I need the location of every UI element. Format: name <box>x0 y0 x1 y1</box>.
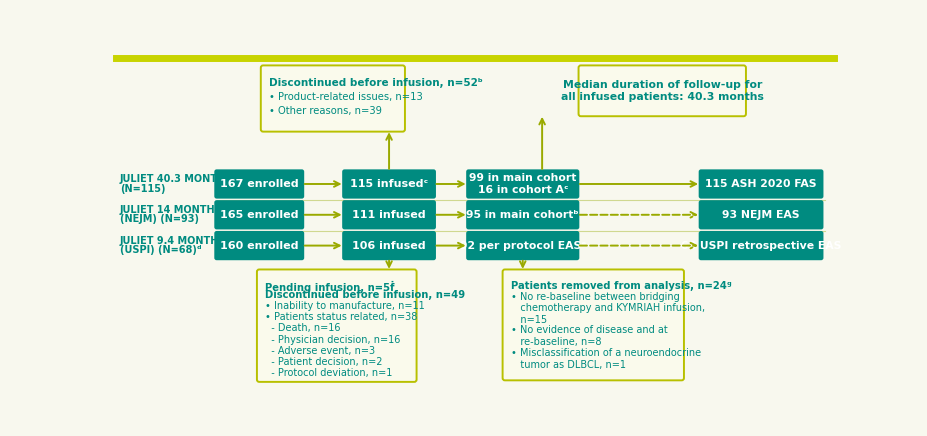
Text: 95 in main cohortᵇ: 95 in main cohortᵇ <box>466 210 579 220</box>
Text: - Death, n=16: - Death, n=16 <box>265 324 341 334</box>
Text: • No re-baseline between bridging
   chemotherapy and KYMRIAH infusion,
   n=15: • No re-baseline between bridging chemot… <box>511 292 705 325</box>
Text: Pending infusion, n=5ḟ: Pending infusion, n=5ḟ <box>265 281 395 293</box>
Text: 99 in main cohort
16 in cohort Aᶜ: 99 in main cohort 16 in cohort Aᶜ <box>469 173 577 195</box>
FancyBboxPatch shape <box>342 200 436 229</box>
Text: 115 infusedᶜ: 115 infusedᶜ <box>350 179 428 189</box>
FancyBboxPatch shape <box>502 269 684 380</box>
Text: 68 USPI retrospective EAS: 68 USPI retrospective EAS <box>680 241 841 251</box>
Text: 167 enrolled: 167 enrolled <box>220 179 298 189</box>
Text: JULIET 40.3 MONTHS: JULIET 40.3 MONTHS <box>120 174 233 184</box>
Text: • No evidence of disease and at
   re-baseline, n=8: • No evidence of disease and at re-basel… <box>511 325 667 347</box>
FancyBboxPatch shape <box>466 231 579 260</box>
Text: 93 ⁠NEJM⁠ EAS: 93 ⁠NEJM⁠ EAS <box>722 210 800 220</box>
FancyBboxPatch shape <box>466 200 579 229</box>
Text: Patients removed from analysis, n=24ᵍ: Patients removed from analysis, n=24ᵍ <box>511 281 732 291</box>
FancyBboxPatch shape <box>342 169 436 199</box>
FancyBboxPatch shape <box>260 65 405 132</box>
FancyBboxPatch shape <box>699 231 823 260</box>
Text: - Patient decision, n=2: - Patient decision, n=2 <box>265 357 383 367</box>
Text: 106 infused: 106 infused <box>352 241 425 251</box>
Text: - Physician decision, n=16: - Physician decision, n=16 <box>265 334 400 344</box>
Text: • Product-related issues, n=13: • Product-related issues, n=13 <box>270 92 423 102</box>
FancyBboxPatch shape <box>257 269 416 382</box>
FancyBboxPatch shape <box>342 231 436 260</box>
Text: • Patients status related, n=38: • Patients status related, n=38 <box>265 312 418 322</box>
Text: 111 infused: 111 infused <box>352 210 425 220</box>
FancyBboxPatch shape <box>466 169 579 199</box>
Text: • Misclassification of a neuroendocrine
   tumor as DLBCL, n=1: • Misclassification of a neuroendocrine … <box>511 348 701 370</box>
Text: 165 enrolled: 165 enrolled <box>220 210 298 220</box>
Text: Discontinued before infusion, n=49: Discontinued before infusion, n=49 <box>265 290 465 300</box>
Text: • Inability to manufacture, n=11: • Inability to manufacture, n=11 <box>265 301 425 311</box>
Text: - Adverse event, n=3: - Adverse event, n=3 <box>265 346 375 356</box>
Text: • Other reasons, n=39: • Other reasons, n=39 <box>270 106 382 116</box>
Text: (⁠NEJM⁠) (N=93): (⁠NEJM⁠) (N=93) <box>120 215 198 225</box>
Text: Median duration of follow-up for
all infused patients: 40.3 months: Median duration of follow-up for all inf… <box>561 80 764 102</box>
FancyBboxPatch shape <box>578 65 746 116</box>
Text: Discontinued before infusion, n=52ᵇ: Discontinued before infusion, n=52ᵇ <box>270 78 483 89</box>
FancyBboxPatch shape <box>699 200 823 229</box>
Text: (N=115): (N=115) <box>120 184 165 194</box>
Text: 160 enrolled: 160 enrolled <box>220 241 298 251</box>
Text: JULIET 9.4 MONTHS: JULIET 9.4 MONTHS <box>120 236 226 246</box>
FancyBboxPatch shape <box>214 231 304 260</box>
Text: - Protocol deviation, n=1: - Protocol deviation, n=1 <box>265 368 393 378</box>
Text: JULIET 14 MONTHS: JULIET 14 MONTHS <box>120 205 222 215</box>
FancyBboxPatch shape <box>214 169 304 199</box>
FancyBboxPatch shape <box>214 200 304 229</box>
Text: 115 ASH 2020 FAS: 115 ASH 2020 FAS <box>705 179 817 189</box>
Text: 92 per protocol EASᵉ: 92 per protocol EASᵉ <box>460 241 586 251</box>
Text: (USPI) (N=68)ᵈ: (USPI) (N=68)ᵈ <box>120 245 201 255</box>
FancyBboxPatch shape <box>699 169 823 199</box>
